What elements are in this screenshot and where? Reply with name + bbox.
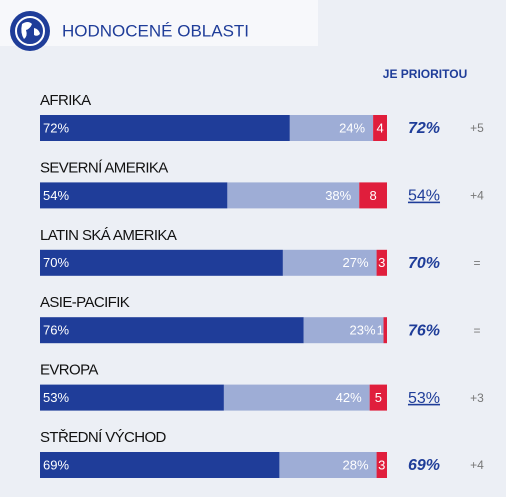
category-label: EVROPA (40, 362, 98, 379)
priority-value: 54% (408, 188, 440, 205)
segment-label: 5 (375, 390, 382, 405)
category-label: SEVERNÍ AMERIKA (40, 159, 168, 176)
segment-label: 53% (43, 390, 69, 405)
bar-segment (40, 249, 283, 276)
category-label: STŘEDNÍ VÝCHOD (40, 429, 167, 446)
bar-segment (40, 317, 304, 344)
change-value: +4 (470, 458, 484, 472)
segment-label: 3 (378, 457, 385, 472)
category-label: ASIE-PACIFIK (40, 294, 130, 311)
priority-header: JE PRIORITOU (383, 67, 467, 81)
category-label: LATIN SKÁ AMERIKA (40, 227, 177, 244)
bar-segment (289, 115, 374, 141)
title-box (0, 0, 318, 46)
bar-segment (40, 384, 224, 411)
bar-segment (376, 452, 387, 478)
bar-segment (383, 317, 387, 344)
priority-value: 76% (408, 322, 440, 339)
segment-label: 24% (339, 120, 365, 135)
bar-segment (223, 384, 370, 411)
change-value: = (473, 323, 480, 337)
segment-label: 3 (378, 255, 385, 270)
segment-label: 69% (43, 457, 69, 472)
segment-label: 76% (43, 323, 69, 338)
priority-value: 69% (408, 457, 440, 474)
segment-label: 23% (349, 323, 375, 338)
change-value: +3 (470, 391, 484, 405)
segment-label: 54% (43, 188, 69, 203)
priority-value: 53% (408, 390, 440, 407)
bar-segment (40, 182, 228, 209)
bar-segment (359, 182, 387, 209)
globe-icon (10, 11, 50, 51)
segment-label: 38% (325, 188, 351, 203)
segment-label: 72% (43, 120, 69, 135)
segment-label: 70% (43, 255, 69, 270)
bar-segment (373, 115, 387, 141)
segment-label: 42% (336, 390, 362, 405)
segment-label: 27% (343, 255, 369, 270)
change-value: +4 (470, 189, 484, 203)
change-value: +5 (470, 121, 484, 135)
bar-segment (40, 115, 290, 141)
segment-label: 8 (370, 188, 377, 203)
bar-segment (376, 249, 387, 276)
chart-title: HODNOCENÉ OBLASTI (62, 21, 249, 40)
bar-segment (282, 249, 377, 276)
change-value: = (473, 256, 480, 270)
priority-value: 72% (408, 120, 440, 137)
bar-segment (40, 452, 280, 478)
bar-segment (227, 182, 360, 209)
category-label: AFRIKA (40, 92, 91, 109)
priority-value: 70% (408, 255, 440, 272)
segment-label: 28% (343, 457, 369, 472)
bar-segment (369, 384, 387, 411)
bar-segment (303, 317, 384, 344)
segment-label: 4 (376, 120, 383, 135)
segment-label: 1 (377, 323, 384, 338)
bar-segment (279, 452, 377, 478)
